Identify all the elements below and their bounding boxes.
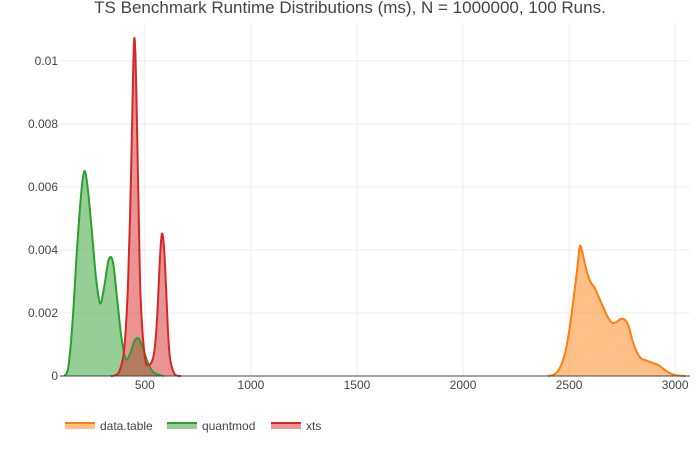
density-line-data-table: [547, 244, 686, 377]
y-tick-label: 0.008: [28, 117, 58, 131]
x-tick-label: 2000: [450, 378, 477, 392]
x-tick-label: 1000: [238, 378, 265, 392]
x-tick-label: 1500: [344, 378, 371, 392]
density-areas: [63, 37, 686, 377]
x-tick-label: 3000: [662, 378, 689, 392]
y-tick-label: 0: [51, 369, 58, 383]
legend-item-data-table[interactable]: data.table: [65, 419, 153, 433]
area-fill-xts: [110, 37, 181, 376]
legend-swatch: [65, 423, 95, 429]
legend-label: data.table: [100, 419, 153, 433]
legend-item-xts[interactable]: xts: [271, 419, 321, 433]
legend-label: xts: [306, 419, 321, 433]
legend[interactable]: data.table quantmod xts: [65, 419, 321, 433]
x-tick-label: 2500: [556, 378, 583, 392]
legend-label: quantmod: [202, 419, 255, 433]
legend-swatch: [167, 423, 197, 429]
y-tick-label: 0.004: [28, 243, 58, 257]
x-tick-label: 500: [135, 378, 155, 392]
legend-swatch: [271, 423, 301, 429]
y-tick-label: 0.006: [28, 180, 58, 194]
axes: 500 1000 1500 2000 2500 3000 0 0.002 0.004 0.006 0…: [28, 54, 690, 392]
area-fill-data-table: [547, 245, 686, 376]
y-tick-label: 0.01: [35, 54, 59, 68]
chart-title: TS Benchmark Runtime Distributions (ms),…: [94, 0, 606, 17]
y-tick-label: 0.002: [28, 306, 58, 320]
legend-item-quantmod[interactable]: quantmod: [167, 419, 255, 433]
density-line-quantmod: [63, 170, 165, 377]
density-line-xts: [110, 37, 181, 377]
